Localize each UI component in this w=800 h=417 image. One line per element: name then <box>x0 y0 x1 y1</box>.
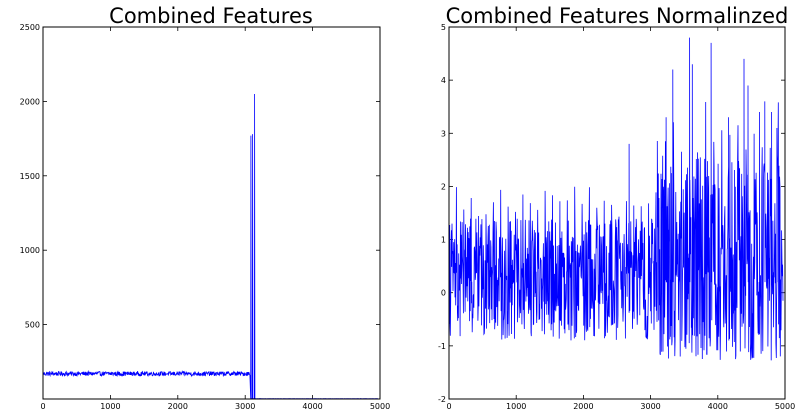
y-tick-label: 2500 <box>20 23 40 32</box>
y-tick-label: -1 <box>438 342 446 351</box>
chart-title: Combined Features <box>109 4 313 28</box>
x-tick-label: 4000 <box>302 402 322 411</box>
x-tick-label: 4000 <box>708 402 728 411</box>
chart-combined-features: Combined Features 0 1000 2000 3000 4000 5000 5… <box>20 4 391 411</box>
plot-frame <box>448 26 786 400</box>
chart-title: Combined Features Normalinzed <box>446 4 789 28</box>
plot-frame <box>42 26 381 400</box>
x-tick-label: 1000 <box>506 402 526 411</box>
y-tick-label: 1000 <box>20 246 40 255</box>
y-tick-label: 4 <box>441 76 446 85</box>
data-series <box>42 93 379 400</box>
y-tick-label: 3 <box>441 129 446 138</box>
y-tick-label: 1500 <box>20 172 40 181</box>
x-tick-label: 2000 <box>573 402 593 411</box>
y-tick-label: 2000 <box>20 97 40 106</box>
y-tick-label: 1 <box>441 236 446 245</box>
x-tick-label: 2000 <box>168 402 188 411</box>
x-tick-label: 1000 <box>100 402 120 411</box>
x-tick-label: 5000 <box>775 402 795 411</box>
y-tick-label: -2 <box>438 395 446 404</box>
x-tick-label: 5000 <box>370 402 390 411</box>
y-tick-label: 0 <box>441 289 446 298</box>
y-tick-label: 2 <box>441 182 446 191</box>
x-tick-label: 3000 <box>640 402 660 411</box>
series-line <box>448 37 784 361</box>
x-tick-label: 0 <box>40 402 45 411</box>
chart-combined-features-normalized: Combined Features Normalinzed 0 1000 2000 3… <box>438 4 795 411</box>
y-tick-label: 500 <box>25 321 40 330</box>
x-tick-label: 0 <box>446 402 451 411</box>
axis-ticks: 0 1000 2000 3000 4000 5000 500 1000 1500 2000 2500 <box>20 23 391 411</box>
series-line <box>42 93 379 400</box>
y-tick-label: 5 <box>441 23 446 32</box>
data-series <box>448 37 784 361</box>
x-tick-label: 3000 <box>235 402 255 411</box>
